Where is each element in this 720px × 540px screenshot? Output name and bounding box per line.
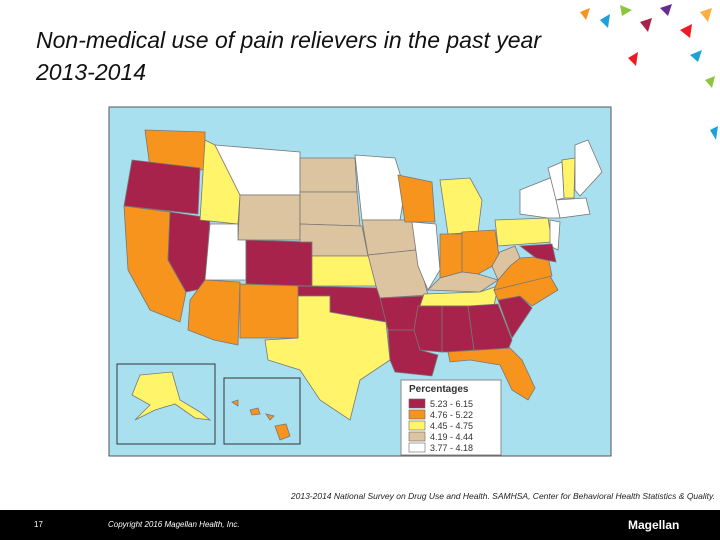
state: [555, 197, 591, 219]
state: [439, 233, 463, 279]
legend-swatch: [408, 442, 426, 453]
page-number: 17: [34, 520, 43, 529]
state: [231, 399, 239, 407]
state: [439, 177, 483, 235]
legend-swatch: [408, 431, 426, 442]
legend-swatch: [408, 398, 426, 409]
copyright: Copyright 2016 Magellan Health, Inc.: [108, 520, 240, 529]
legend-swatch: [408, 420, 426, 431]
state: [264, 295, 391, 421]
state: [311, 255, 377, 287]
state: [494, 217, 553, 247]
state: [519, 175, 561, 219]
state: [123, 159, 201, 215]
legend-title: Percentages: [409, 384, 469, 395]
state: [299, 157, 358, 193]
legend-label: 4.19 - 4.44: [430, 432, 473, 442]
logo: Magellan: [628, 518, 679, 532]
subtitle: 2013-2014: [35, 59, 146, 85]
state: [299, 191, 361, 227]
state: [411, 221, 441, 291]
footer-bar: [0, 510, 720, 540]
legend: Percentages 5.23 - 6.154.76 - 5.224.45 -…: [400, 379, 502, 456]
confetti: [580, 4, 718, 140]
state: [397, 174, 436, 223]
state: [547, 161, 565, 201]
state: [461, 229, 501, 275]
state: [265, 413, 275, 421]
title: Non-medical use of pain relievers in the…: [36, 27, 542, 53]
state: [574, 139, 603, 197]
state: [491, 245, 521, 281]
state: [187, 279, 241, 346]
source-note: 2013-2014 National Survey on Drug Use an…: [290, 491, 715, 501]
legend-label: 4.76 - 5.22: [430, 410, 473, 420]
state: [354, 154, 406, 221]
state: [518, 243, 557, 263]
state: [237, 194, 301, 241]
state: [274, 423, 291, 441]
state: [249, 407, 261, 416]
state: [467, 303, 513, 351]
legend-swatch: [408, 409, 426, 420]
state: [239, 283, 301, 339]
state: [413, 305, 443, 353]
state: [131, 371, 212, 421]
state: [245, 239, 313, 287]
legend-label: 5.23 - 6.15: [430, 399, 473, 409]
state: [549, 219, 561, 251]
legend-label: 3.77 - 4.18: [430, 443, 473, 453]
state: [361, 219, 417, 256]
state: [447, 347, 536, 401]
legend-label: 4.45 - 4.75: [430, 421, 473, 431]
map: [116, 129, 603, 445]
state: [367, 249, 429, 299]
